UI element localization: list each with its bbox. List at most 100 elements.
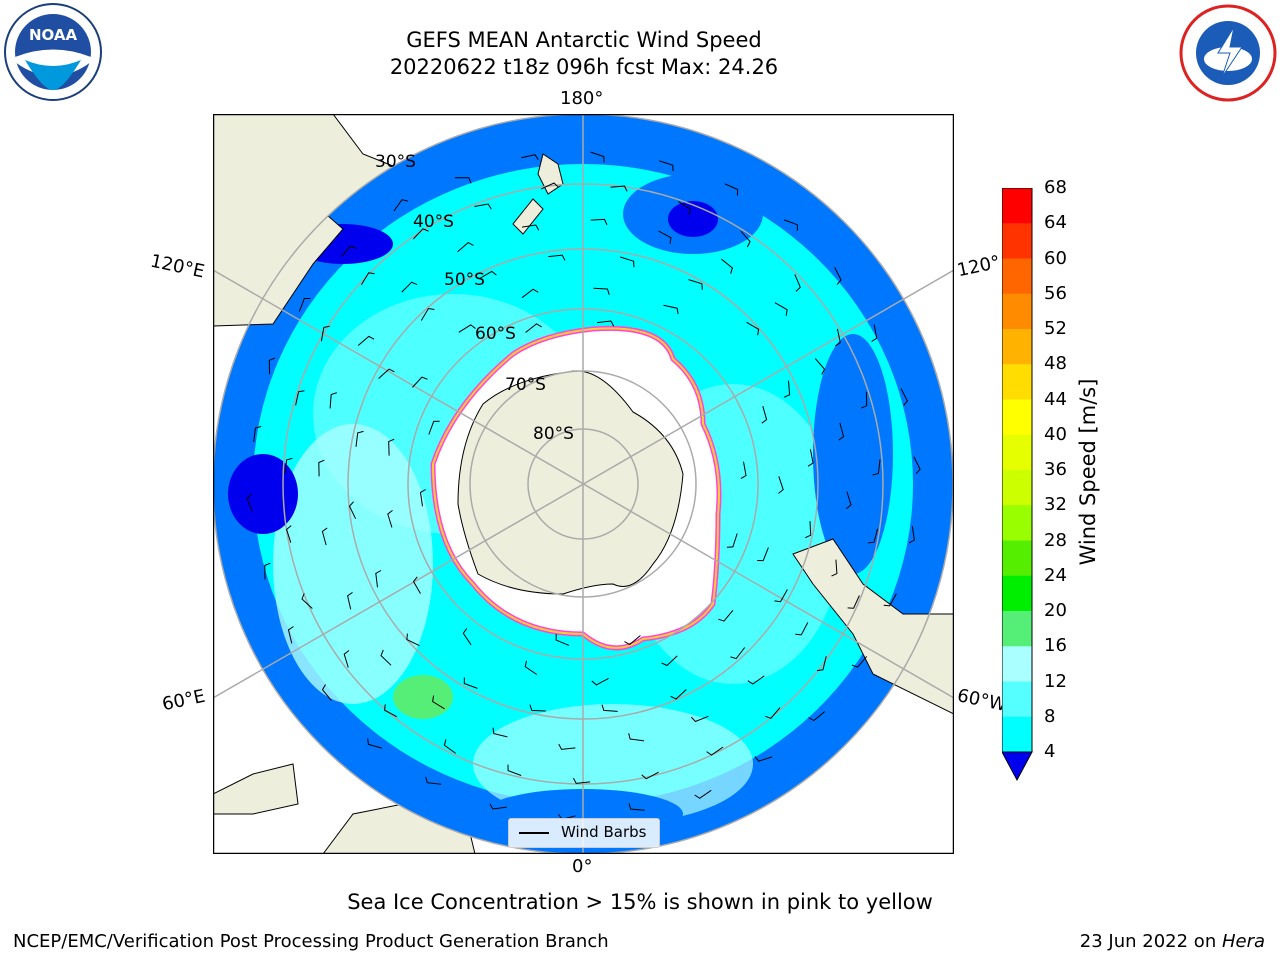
wind-barb [641, 771, 659, 780]
wind-barb [908, 526, 915, 544]
wind-barb [393, 199, 409, 212]
lon-label-60e: 60°E [160, 685, 207, 716]
legend-line [519, 832, 549, 834]
footer-date-text: 23 Jun 2022 on [1079, 931, 1222, 952]
wind-barb [428, 420, 440, 435]
wind-barb [838, 422, 845, 441]
colorbar-tick-label: 4 [1044, 741, 1056, 762]
colorbar-segment [1002, 646, 1032, 682]
wind-barb [555, 634, 570, 646]
wind-barb [521, 288, 539, 299]
wind-barb [284, 457, 293, 474]
colorbar-segment [1002, 434, 1032, 471]
wind-barb [457, 241, 474, 253]
lat-label-50s: 50°S [444, 270, 485, 290]
wind-barb [295, 390, 305, 406]
wind-barb [835, 328, 841, 347]
colorbar-extend-triangle [1001, 751, 1033, 782]
colorbar-tick-label: 12 [1044, 670, 1067, 692]
wind-barb [412, 576, 421, 594]
wind-barb [321, 684, 332, 701]
wind-barb [525, 323, 542, 333]
wind-barb [479, 270, 497, 279]
wind-barb [774, 302, 788, 316]
colorbar-tick-label: 32 [1044, 494, 1067, 516]
wind-barb [746, 321, 760, 336]
wind-barb [872, 459, 881, 476]
wind-barb [814, 358, 826, 375]
lon-label-180: 180° [560, 88, 604, 109]
wind-barb [871, 324, 878, 342]
wind-barb [807, 449, 814, 467]
wind-barb [492, 727, 508, 738]
wind-barb [264, 562, 271, 580]
wind-barb [804, 521, 812, 539]
lat-label-70s: 70°S [505, 375, 546, 395]
nws-logo [1178, 3, 1278, 103]
wind-barb [301, 593, 313, 609]
wind-barbs [246, 151, 921, 820]
colorbar-segment [1002, 716, 1032, 753]
wind-barb [329, 392, 338, 409]
wind-barb [658, 230, 672, 244]
wind-barb [834, 267, 842, 285]
wind-barb [420, 307, 435, 321]
wind-barb [590, 218, 608, 226]
wind-barb [286, 525, 292, 543]
lon-label-120w: 120° [955, 251, 1003, 282]
wind-barb [507, 764, 522, 776]
colorbar-segment [1002, 223, 1032, 259]
wind-barb [591, 677, 609, 686]
wind-barb [795, 622, 809, 636]
wind-barb [432, 695, 445, 710]
wind-barb [620, 256, 635, 268]
wind-barb [757, 547, 769, 562]
lat-label-80s: 80°S [533, 424, 574, 444]
sea-ice-note: Sea Ice Concentration > 15% is shown in … [347, 890, 933, 914]
colorbar-segment [1002, 575, 1032, 612]
wind-barb [548, 254, 566, 261]
lon-label-60w: 60°W [955, 685, 1009, 716]
colorbar-segment [1002, 258, 1032, 295]
wind-barb [253, 426, 262, 442]
wind-barb [458, 324, 476, 333]
colorbar-tick-label: 8 [1044, 705, 1056, 727]
wind-barb [412, 228, 429, 240]
wind-barb [298, 298, 311, 312]
colorbar-tick-label: 28 [1044, 529, 1067, 551]
wind-barb [558, 743, 576, 750]
wind-barb [268, 357, 276, 375]
wind-barb [900, 388, 908, 406]
wind-barb [663, 304, 679, 315]
wind-barb [694, 789, 712, 799]
wind-barb [367, 738, 383, 749]
wind-barb [521, 154, 539, 160]
wind-barb [406, 633, 420, 647]
wind-barb [726, 533, 738, 548]
wind-barbs-legend: Wind Barbs [508, 818, 660, 848]
svg-text:NOAA: NOAA [29, 26, 78, 44]
colorbar-tick-label: 16 [1044, 635, 1067, 657]
wind-barb [661, 655, 678, 667]
wind-barb [765, 707, 781, 719]
wind-barb [867, 528, 879, 544]
colorbar-segment [1002, 470, 1032, 506]
colorbar-tick-label: 40 [1044, 423, 1067, 445]
wind-barb [590, 151, 605, 163]
wind-barb [808, 711, 826, 722]
colorbar-svg [1001, 187, 1033, 782]
legend-label: Wind Barbs [561, 823, 647, 841]
wind-barb [774, 589, 788, 603]
colorbar-tick-label: 24 [1044, 564, 1067, 586]
wind-barb [628, 733, 645, 742]
wind-barb [783, 380, 791, 398]
wind-barb [524, 660, 538, 675]
colorbar-segment [1002, 399, 1032, 436]
wind-barb [883, 593, 897, 607]
colorbar-segment [1002, 540, 1032, 577]
wind-barb [463, 677, 478, 689]
wind-barb [677, 201, 691, 215]
colorbar-title: Wind Speed [m/s] [1076, 378, 1100, 566]
colorbar [1001, 187, 1034, 782]
footer-host: Hera [1221, 931, 1265, 952]
